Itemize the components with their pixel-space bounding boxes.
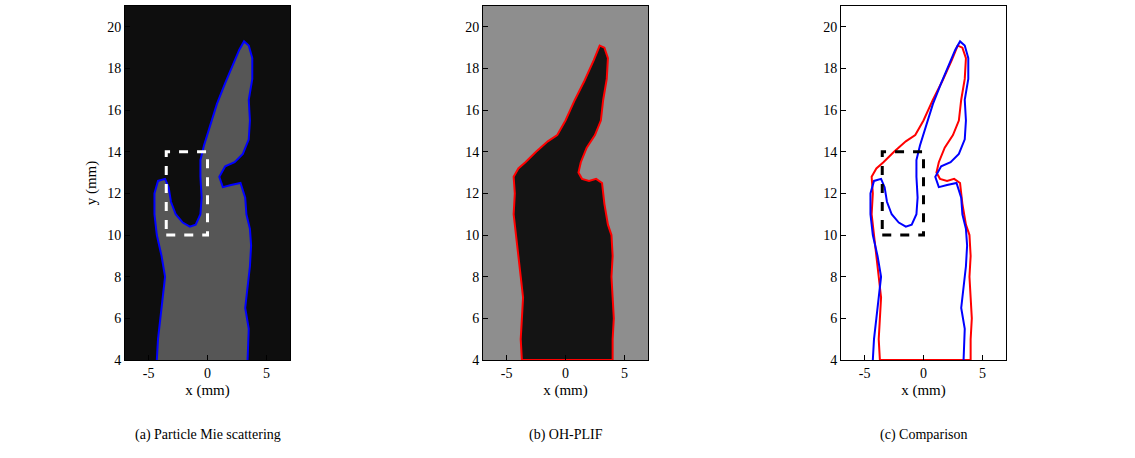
svg-text:14: 14	[823, 145, 837, 160]
svg-text:y (mm): y (mm)	[83, 161, 100, 206]
svg-text:5: 5	[979, 366, 986, 381]
svg-text:x (mm): x (mm)	[901, 382, 946, 399]
svg-text:14: 14	[107, 145, 121, 160]
svg-text:10: 10	[107, 228, 121, 243]
svg-text:20: 20	[823, 20, 837, 35]
svg-text:16: 16	[465, 103, 479, 118]
svg-text:16: 16	[107, 103, 121, 118]
svg-text:20: 20	[465, 20, 479, 35]
svg-text:16: 16	[823, 103, 837, 118]
svg-text:12: 12	[465, 186, 479, 201]
svg-text:4: 4	[830, 353, 837, 368]
svg-text:18: 18	[823, 61, 837, 76]
svg-text:18: 18	[465, 61, 479, 76]
svg-text:-5: -5	[501, 366, 513, 381]
svg-text:(c) Comparison: (c) Comparison	[880, 427, 967, 443]
svg-text:12: 12	[823, 186, 837, 201]
svg-text:6: 6	[114, 311, 121, 326]
svg-text:(a) Particle Mie scattering: (a) Particle Mie scattering	[135, 427, 281, 443]
svg-text:14: 14	[465, 145, 479, 160]
svg-text:4: 4	[114, 353, 121, 368]
svg-text:20: 20	[107, 20, 121, 35]
svg-text:8: 8	[472, 270, 479, 285]
svg-text:10: 10	[823, 228, 837, 243]
svg-text:-5: -5	[859, 366, 871, 381]
svg-text:8: 8	[830, 270, 837, 285]
svg-text:0: 0	[920, 366, 927, 381]
svg-text:10: 10	[465, 228, 479, 243]
svg-text:6: 6	[472, 311, 479, 326]
svg-text:12: 12	[107, 186, 121, 201]
svg-text:x (mm): x (mm)	[185, 382, 230, 399]
svg-text:4: 4	[472, 353, 479, 368]
svg-text:8: 8	[114, 270, 121, 285]
svg-text:5: 5	[621, 366, 628, 381]
svg-text:6: 6	[830, 311, 837, 326]
svg-text:x (mm): x (mm)	[543, 382, 588, 399]
svg-text:5: 5	[263, 366, 270, 381]
svg-text:0: 0	[204, 366, 211, 381]
svg-text:18: 18	[107, 61, 121, 76]
svg-text:(b) OH-PLIF: (b) OH-PLIF	[529, 427, 603, 443]
svg-text:0: 0	[562, 366, 569, 381]
svg-text:-5: -5	[143, 366, 155, 381]
